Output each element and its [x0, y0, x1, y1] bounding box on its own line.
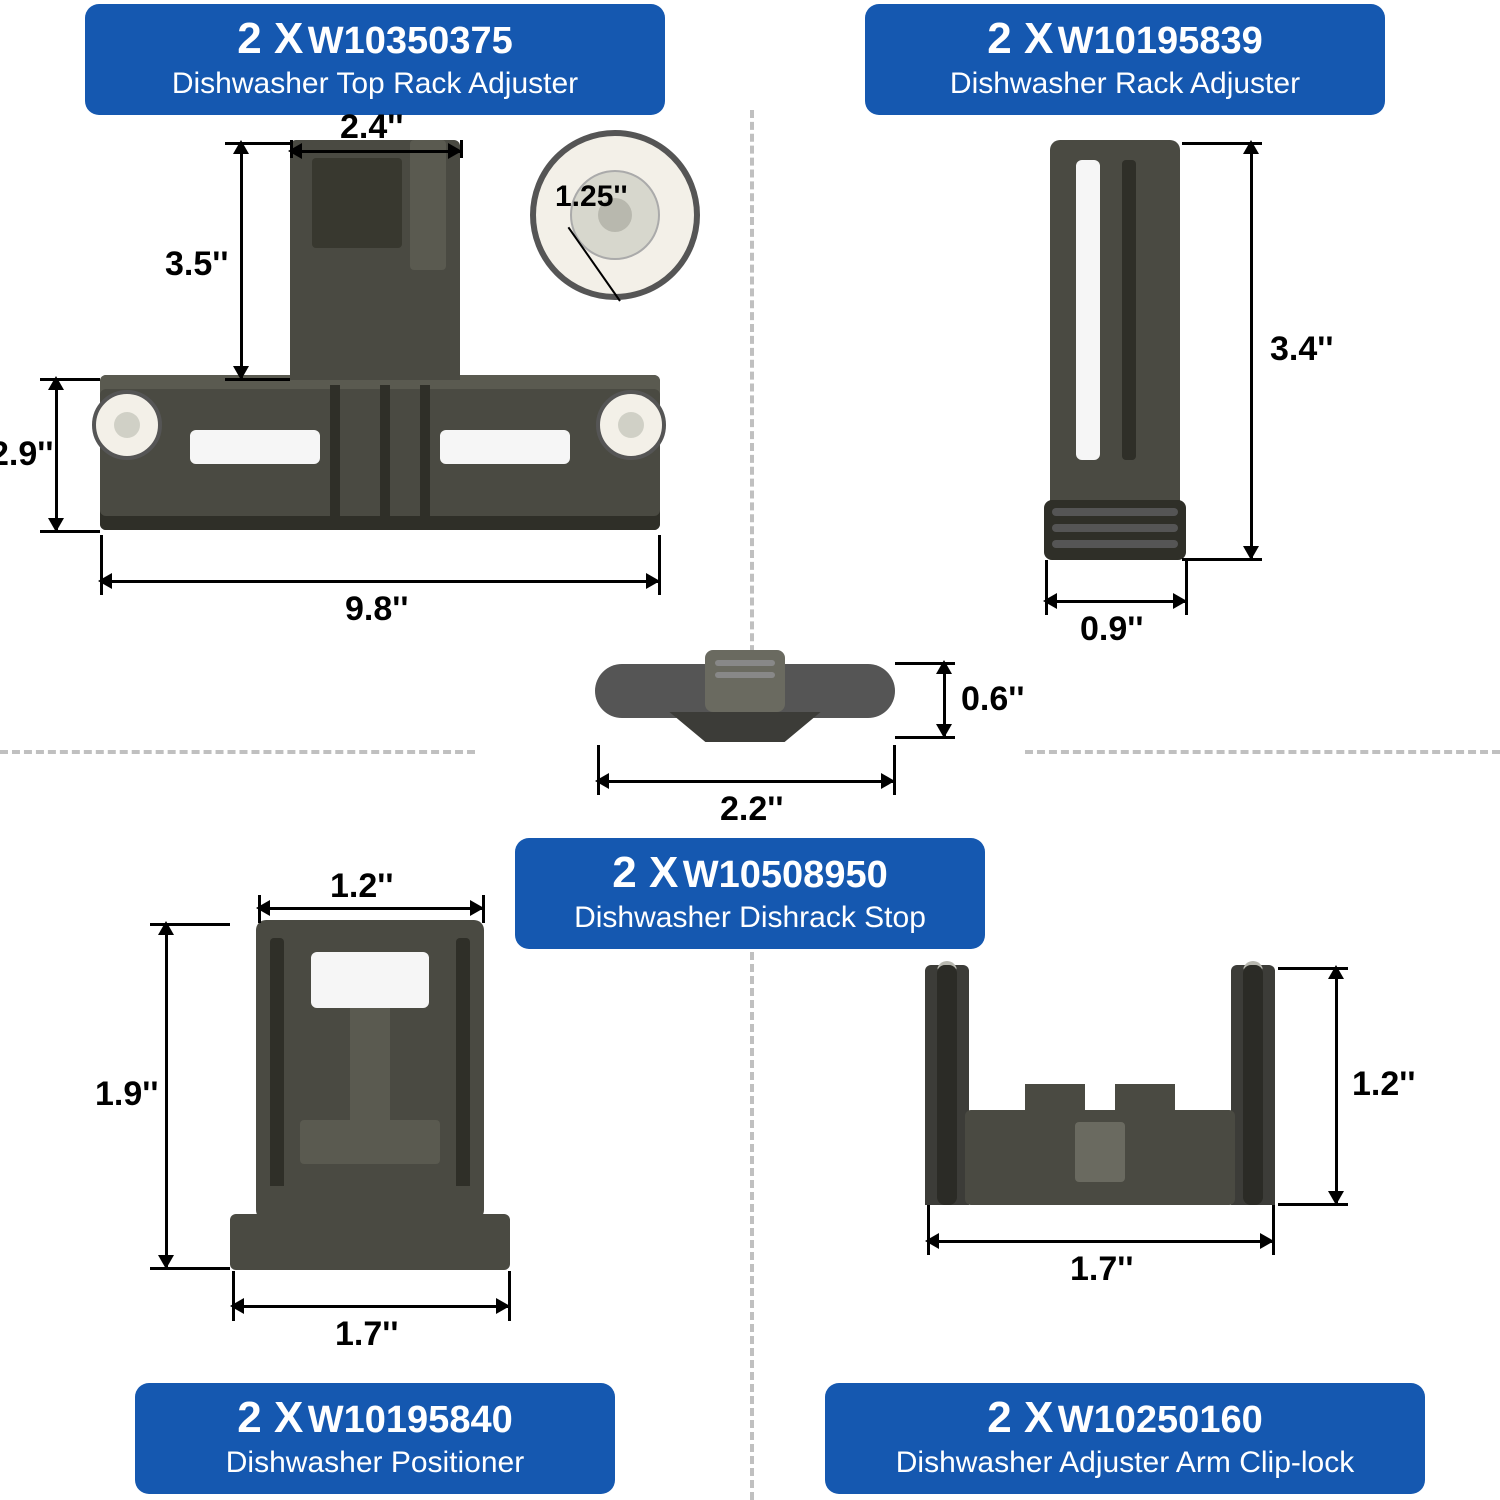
part5-label: 2 X W10250160 Dishwasher Adjuster Arm Cl…	[825, 1383, 1425, 1494]
infographic-grid: 2 X W10350375 Dishwasher Top Rack Adjust…	[0, 0, 1500, 1500]
horizontal-divider-right	[1025, 750, 1500, 754]
dim-p1-tabh: 3.5''	[165, 245, 228, 284]
horizontal-divider-left	[0, 750, 475, 754]
part4-shape	[230, 920, 510, 1270]
dim-p1-tabw: 2.4''	[340, 108, 403, 147]
dim-p1-wheel: 1.25''	[555, 180, 628, 214]
part1-wheel-callout	[530, 130, 700, 300]
part3-shape	[595, 650, 895, 745]
dim-p3-h: 0.6''	[961, 680, 1024, 719]
dim-p4-top: 1.2''	[330, 867, 393, 906]
dim-p5-h: 1.2''	[1352, 1065, 1415, 1104]
part2-shape	[1050, 140, 1180, 560]
part4-qty: 2 X	[237, 1393, 303, 1442]
part1-qty: 2 X	[237, 14, 303, 63]
dim-p1-w: 9.8''	[345, 590, 408, 629]
part5-shape	[925, 965, 1275, 1205]
part4-partno: W10195840	[308, 1399, 513, 1441]
part4-cell: 1.2'' 1.9'' 1.7'' 2 X W10195840 Dishwash…	[0, 835, 750, 1500]
part5-desc: Dishwasher Adjuster Arm Clip-lock	[853, 1446, 1397, 1481]
part2-partno: W10195839	[1058, 20, 1263, 62]
part4-label: 2 X W10195840 Dishwasher Positioner	[135, 1383, 615, 1494]
dim-p4-h: 1.9''	[95, 1075, 158, 1114]
part2-desc: Dishwasher Rack Adjuster	[893, 67, 1357, 102]
part2-qty: 2 X	[987, 14, 1053, 63]
part1-label: 2 X W10350375 Dishwasher Top Rack Adjust…	[85, 4, 665, 115]
dim-p3-w: 2.2''	[720, 790, 783, 829]
part1-desc: Dishwasher Top Rack Adjuster	[113, 67, 637, 102]
dim-p1-bodyh: 2.9''	[0, 435, 53, 474]
part1-cell: 2 X W10350375 Dishwasher Top Rack Adjust…	[0, 0, 750, 665]
part5-qty: 2 X	[987, 1393, 1053, 1442]
part5-cell: 1.2'' 1.7'' 2 X W10250160 Dishwasher Adj…	[750, 835, 1500, 1500]
part4-desc: Dishwasher Positioner	[163, 1446, 587, 1481]
dim-p2-h: 3.4''	[1270, 330, 1333, 369]
part2-label: 2 X W10195839 Dishwasher Rack Adjuster	[865, 4, 1385, 115]
dim-p4-bot: 1.7''	[335, 1315, 398, 1354]
dim-p2-w: 0.9''	[1080, 610, 1143, 649]
part1-partno: W10350375	[308, 20, 513, 62]
part5-partno: W10250160	[1058, 1399, 1263, 1441]
dim-p5-w: 1.7''	[1070, 1250, 1133, 1289]
part2-cell: 2 X W10195839 Dishwasher Rack Adjuster 3…	[750, 0, 1500, 665]
